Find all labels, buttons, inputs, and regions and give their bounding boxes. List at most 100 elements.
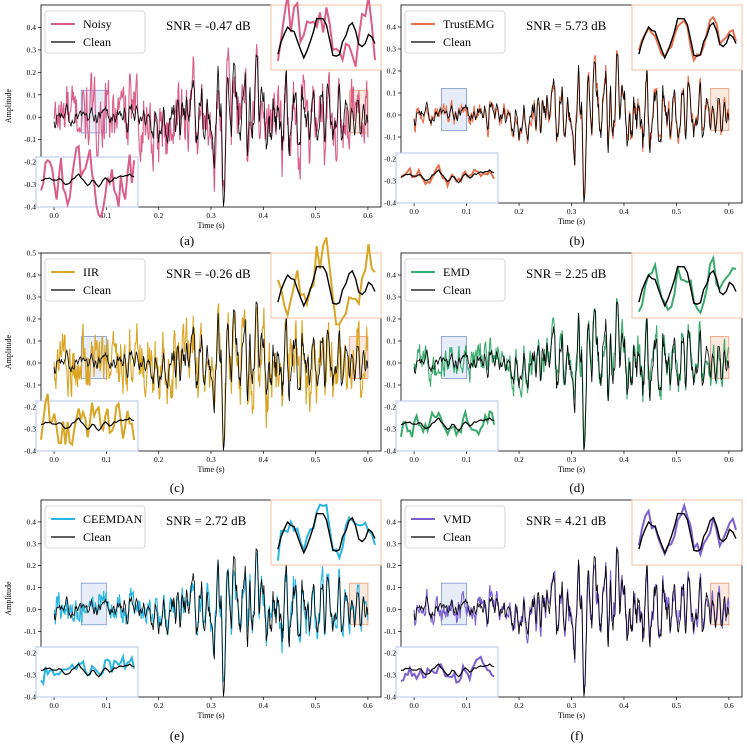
inset-orange-clean-line	[638, 512, 737, 555]
x-tick-label: 0.0	[409, 455, 419, 464]
y-tick-label: -0.1	[384, 381, 396, 390]
y-tick-label: 0.0	[27, 605, 37, 614]
y-tick-label: -0.3	[24, 671, 36, 680]
y-tick-label: -0.4	[24, 447, 36, 456]
y-tick-label: 0.1	[27, 583, 37, 592]
y-tick-label: -0.1	[384, 133, 396, 142]
x-axis-label: Time (s)	[558, 711, 585, 720]
x-axis-label: Time (s)	[558, 217, 585, 226]
panel-caption: (e)	[170, 728, 184, 743]
x-tick-label: 0.4	[619, 701, 629, 710]
y-tick-label: -0.2	[384, 155, 396, 164]
zoom-inset-blue	[395, 646, 499, 698]
zoom-region-blue	[440, 582, 467, 626]
x-tick-label: 0.5	[311, 211, 321, 220]
x-tick-label: 0.4	[619, 455, 629, 464]
x-tick-label: 0.4	[259, 701, 269, 710]
legend-label-clean: Clean	[83, 35, 111, 49]
inset-orange-emd-line	[637, 254, 737, 315]
y-axis-label: Amplitude	[4, 581, 13, 616]
inset-orange-clean-line	[277, 17, 376, 60]
inset-orange-clean-line	[638, 17, 737, 60]
inset-blue-clean-line	[400, 417, 495, 432]
x-tick-label: 0.1	[462, 207, 472, 216]
x-tick-label: 0.3	[206, 455, 216, 464]
y-tick-label: -0.1	[24, 381, 36, 390]
inset-blue-iir-line	[40, 393, 136, 447]
series-iir-line	[53, 303, 369, 448]
legend-label-clean: Clean	[443, 530, 471, 544]
y-tick-label: -0.3	[24, 425, 36, 434]
y-tick-label: 0.3	[27, 293, 37, 302]
x-tick-label: 0.5	[311, 701, 321, 710]
y-tick-label: 0.5	[27, 249, 37, 258]
snr-label: SNR = -0.47 dB	[166, 18, 251, 33]
legend-label-clean: Clean	[443, 35, 471, 49]
y-tick-label: -0.1	[384, 627, 396, 636]
y-tick-label: -0.2	[24, 403, 36, 412]
x-axis-label: Time (s)	[197, 465, 224, 474]
legend-label-trustemg: TrustEMG	[443, 17, 495, 31]
zoom-inset-orange	[270, 252, 382, 319]
series-ceemdan-line	[53, 552, 369, 682]
y-tick-label: 0.2	[27, 68, 37, 77]
y-tick-label: -0.4	[384, 693, 396, 702]
panel-caption: (b)	[569, 233, 584, 248]
inset-blue-vmd-line	[400, 655, 495, 684]
x-tick-label: 0.1	[102, 701, 112, 710]
y-tick-label: 0.1	[27, 337, 37, 346]
inset-blue-clean-line	[400, 663, 495, 678]
x-tick-label: 0.0	[49, 455, 59, 464]
y-tick-label: 0.0	[27, 359, 37, 368]
series-noisy-line	[53, 44, 369, 192]
x-tick-label: 0.3	[206, 211, 216, 220]
legend-label-ceemdan: CEEMDAN	[83, 512, 143, 526]
legend-label-iir: IIR	[83, 265, 99, 279]
x-tick-label: 0.5	[672, 207, 682, 216]
y-tick-label: 0.1	[387, 583, 397, 592]
x-tick-label: 0.2	[154, 701, 164, 710]
panel-d: 0.0 0.1 0.2 0.3 0.4 0.5 0.6 -0.4 -0.3 -0.2 -0.1 0.0…	[384, 252, 743, 474]
panel-caption: (f)	[571, 728, 584, 743]
x-tick-label: 0.2	[514, 207, 524, 216]
y-tick-label: -0.3	[384, 425, 396, 434]
x-tick-label: 0.2	[514, 701, 524, 710]
panel-b: 0.0 0.1 0.2 0.3 0.4 0.5 0.6 -0.4 -0.3 -0.2 -0.1 0.0…	[384, 4, 743, 226]
inset-blue-clean-line	[400, 169, 495, 184]
legend-label-noisy: Noisy	[83, 17, 112, 31]
x-tick-label: 0.5	[672, 455, 682, 464]
x-tick-label: 0.2	[154, 211, 164, 220]
x-tick-label: 0.4	[259, 211, 269, 220]
y-tick-label: 0.0	[27, 113, 37, 122]
inset-blue-noisy-line	[40, 144, 136, 219]
x-tick-label: 0.6	[724, 207, 734, 216]
x-tick-label: 0.6	[363, 211, 373, 220]
series-clean-line	[413, 53, 730, 203]
panel-f: 0.0 0.1 0.2 0.3 0.4 0.5 0.6 -0.4 -0.3 -0.2 -0.1 0.0…	[384, 499, 743, 720]
zoom-inset-orange	[270, 499, 382, 566]
x-tick-label: 0.1	[462, 701, 472, 710]
x-axis-label: Time (s)	[197, 221, 224, 230]
y-tick-label: 0.0	[387, 605, 397, 614]
y-tick-label: 0.2	[387, 315, 397, 324]
inset-blue-clean-line	[40, 663, 135, 678]
x-tick-label: 0.2	[154, 455, 164, 464]
legend-label-clean: Clean	[443, 283, 471, 297]
y-tick-label: 0.1	[387, 89, 397, 98]
x-tick-label: 0.6	[724, 701, 734, 710]
y-tick-label: -0.1	[24, 135, 36, 144]
panel-caption: (a)	[180, 233, 194, 248]
panel-e: 0.0 0.1 0.2 0.3 0.4 0.5 0.6 -0.4 -0.3 -0.2 -0.1 0.0…	[4, 499, 382, 720]
panel-caption: (d)	[569, 480, 584, 495]
inset-orange-clean-line	[277, 265, 376, 308]
series-clean-line	[53, 548, 369, 697]
x-tick-label: 0.6	[363, 701, 373, 710]
x-tick-label: 0.5	[672, 701, 682, 710]
y-tick-label: 0.3	[387, 293, 397, 302]
panel-c: 0.0 0.1 0.2 0.3 0.4 0.5 0.6 -0.4 -0.3 -0.2 -0.1 0.0…	[4, 237, 382, 474]
series-clean-line	[413, 301, 730, 451]
y-tick-label: -0.2	[24, 649, 36, 658]
series-trustemg-line	[413, 49, 730, 198]
inset-orange-noisy-line	[276, 0, 376, 67]
x-tick-label: 0.3	[567, 701, 577, 710]
